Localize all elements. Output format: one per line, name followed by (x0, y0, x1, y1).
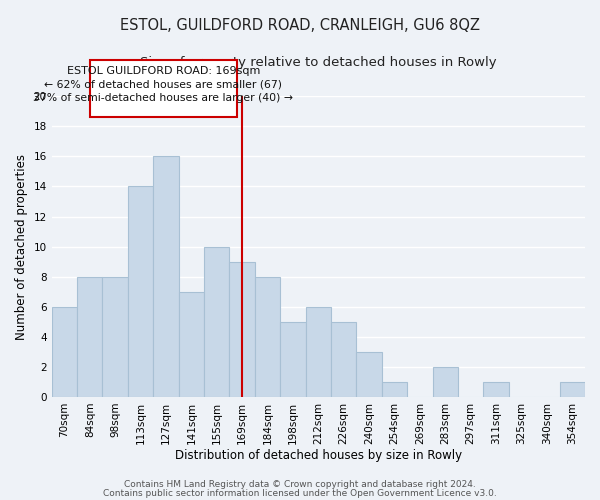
Bar (255, 276, 280, 397)
Text: ← 62% of detached houses are smaller (67): ← 62% of detached houses are smaller (67… (44, 80, 283, 90)
Bar (179, 292, 204, 397)
Bar (280, 322, 305, 397)
FancyBboxPatch shape (90, 60, 237, 118)
Bar (204, 246, 229, 397)
Bar (103, 276, 128, 397)
X-axis label: Distribution of detached houses by size in Rowly: Distribution of detached houses by size … (175, 450, 462, 462)
Bar (484, 382, 509, 397)
Bar (305, 306, 331, 397)
Title: Size of property relative to detached houses in Rowly: Size of property relative to detached ho… (140, 56, 497, 68)
Bar (331, 322, 356, 397)
Bar (382, 382, 407, 397)
Bar (153, 156, 179, 397)
Bar (77, 276, 103, 397)
Bar (229, 262, 255, 397)
Bar (560, 382, 585, 397)
Bar (128, 186, 153, 397)
Y-axis label: Number of detached properties: Number of detached properties (15, 154, 28, 340)
Bar (433, 367, 458, 397)
Text: Contains public sector information licensed under the Open Government Licence v3: Contains public sector information licen… (103, 488, 497, 498)
Text: Contains HM Land Registry data © Crown copyright and database right 2024.: Contains HM Land Registry data © Crown c… (124, 480, 476, 489)
Text: ESTOL GUILDFORD ROAD: 169sqm: ESTOL GUILDFORD ROAD: 169sqm (67, 66, 260, 76)
Text: 37% of semi-detached houses are larger (40) →: 37% of semi-detached houses are larger (… (34, 93, 293, 103)
Bar (356, 352, 382, 397)
Bar (52, 306, 77, 397)
Text: ESTOL, GUILDFORD ROAD, CRANLEIGH, GU6 8QZ: ESTOL, GUILDFORD ROAD, CRANLEIGH, GU6 8Q… (120, 18, 480, 32)
